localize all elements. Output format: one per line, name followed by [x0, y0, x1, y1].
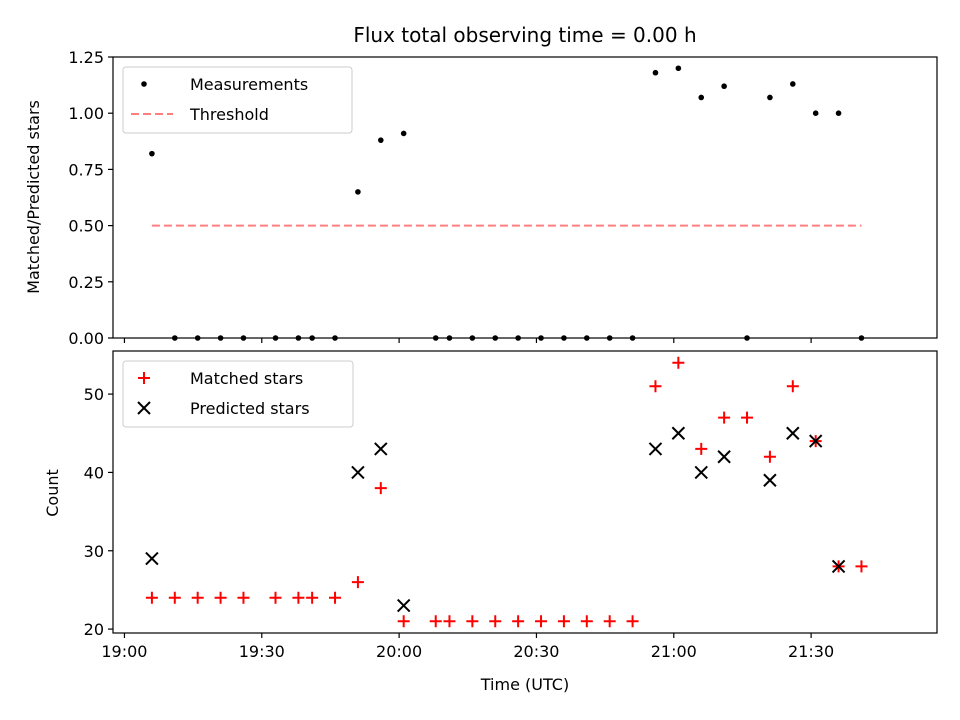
bottom-y-axis-label: Count: [43, 469, 62, 517]
top-y-tick-label: 0.25: [68, 273, 104, 292]
top-measurement-point: [378, 137, 384, 143]
bottom-predicted-point: [671, 426, 686, 440]
bottom-matched-point: [145, 591, 158, 604]
bottom-matched-point: [237, 591, 250, 604]
bottom-legend-label: Predicted stars: [190, 399, 310, 418]
bottom-predicted-point: [808, 434, 823, 448]
bottom-predicted-point: [351, 465, 365, 480]
bottom-predicted-point: [694, 465, 708, 480]
bottom-matched-point: [489, 615, 502, 628]
bottom-predicted-point: [786, 426, 800, 440]
bottom-matched-point: [695, 442, 708, 455]
bottom-matched-point: [466, 615, 479, 628]
bottom-x-tick-label: 19:00: [101, 642, 147, 661]
top-measurement-point: [698, 94, 705, 101]
bottom-predicted-point: [145, 551, 159, 566]
bottom-y-tick-label: 20: [84, 620, 104, 639]
bottom-matched-point: [512, 615, 525, 628]
bottom-series-1: [145, 426, 846, 613]
bottom-series-0: [145, 356, 868, 628]
bottom-y-tick-label: 40: [84, 463, 104, 482]
bottom-predicted-point: [717, 450, 731, 464]
top-measurement-point: [149, 150, 155, 157]
top-y-tick-label: 0.50: [68, 217, 104, 236]
bottom-legend-marker: [137, 401, 151, 415]
bottom-y-tick-label: 50: [84, 385, 104, 404]
top-panel: 0.00 0.25 0.50 0.75 1.00 1.25 Measurements Thre…: [68, 48, 938, 348]
bottom-legend-label: Matched stars: [190, 369, 303, 388]
bottom-matched-point: [191, 591, 204, 604]
bottom-matched-point: [292, 591, 305, 604]
bottom-panel: 19:00 19:30 20:00 20:30 21:00 21:30 20 30 40 50 Ma…: [84, 350, 938, 661]
bottom-axes-frame: [112, 350, 938, 634]
bottom-legend: Matched stars Predicted stars: [122, 360, 354, 428]
top-measurement-point: [652, 69, 659, 76]
bottom-matched-point: [168, 591, 181, 604]
bottom-predicted-point: [396, 598, 411, 613]
bottom-predicted-point: [831, 559, 846, 574]
top-axes-frame: [112, 56, 938, 339]
bottom-predicted-point: [648, 442, 663, 456]
chart-title: Flux total observing time = 0.00 h: [353, 23, 696, 47]
top-measurement-point: [812, 110, 819, 116]
bottom-matched-point: [718, 411, 731, 424]
top-legend-label: Measurements: [190, 75, 308, 94]
bottom-predicted-point: [763, 473, 777, 487]
bottom-matched-point: [741, 411, 754, 424]
bottom-matched-point: [397, 615, 410, 628]
bottom-matched-point: [855, 560, 868, 573]
bottom-matched-point: [443, 615, 456, 628]
top-legend: Measurements Threshold: [122, 66, 353, 134]
bottom-matched-point: [214, 591, 227, 604]
top-measurement-point: [355, 189, 361, 195]
bottom-matched-point: [535, 615, 548, 628]
bottom-predicted-point: [374, 442, 388, 456]
bottom-matched-point: [269, 591, 282, 604]
bottom-y-tick-label: 30: [84, 542, 104, 561]
top-legend-label: Threshold: [189, 105, 269, 124]
x-axis-label: Time (UTC): [480, 675, 569, 694]
bottom-matched-point: [786, 380, 799, 393]
bottom-matched-point: [306, 591, 319, 604]
bottom-matched-point: [672, 356, 685, 369]
bottom-x-tick-label: 20:30: [513, 642, 559, 661]
bottom-matched-point: [626, 615, 639, 628]
top-measurement-point: [721, 83, 727, 90]
bottom-matched-point: [429, 615, 442, 628]
top-y-tick-label: 0.75: [68, 160, 104, 179]
bottom-x-tick-label: 21:30: [788, 642, 834, 661]
bottom-matched-point: [763, 450, 776, 463]
top-measurement-point: [767, 94, 773, 101]
bottom-matched-point: [580, 615, 593, 628]
bottom-matched-point: [351, 576, 364, 589]
top-legend-box: [122, 66, 353, 134]
bottom-x-tick-label: 20:00: [376, 642, 422, 661]
top-y-axis-label: Matched/Predicted stars: [24, 100, 43, 294]
top-y-tick-label: 0.00: [68, 329, 104, 348]
bottom-matched-point: [649, 380, 662, 393]
top-measurement-point: [835, 110, 842, 116]
bottom-matched-point: [603, 615, 616, 628]
top-measurement-point: [790, 81, 796, 87]
bottom-legend-marker: [138, 372, 150, 384]
top-measurement-point: [400, 130, 407, 137]
bottom-x-tick-label: 21:00: [651, 642, 697, 661]
top-measurement-point: [675, 65, 682, 72]
top-y-tick-label: 1.00: [68, 104, 104, 123]
bottom-legend-box: [122, 360, 354, 428]
top-series-0: [149, 65, 865, 341]
bottom-matched-point: [329, 591, 342, 604]
bottom-matched-point: [557, 615, 570, 628]
top-y-tick-label: 1.25: [68, 48, 104, 67]
top-legend-marker: [141, 81, 147, 87]
bottom-matched-point: [374, 482, 387, 495]
bottom-x-tick-label: 19:30: [239, 642, 285, 661]
